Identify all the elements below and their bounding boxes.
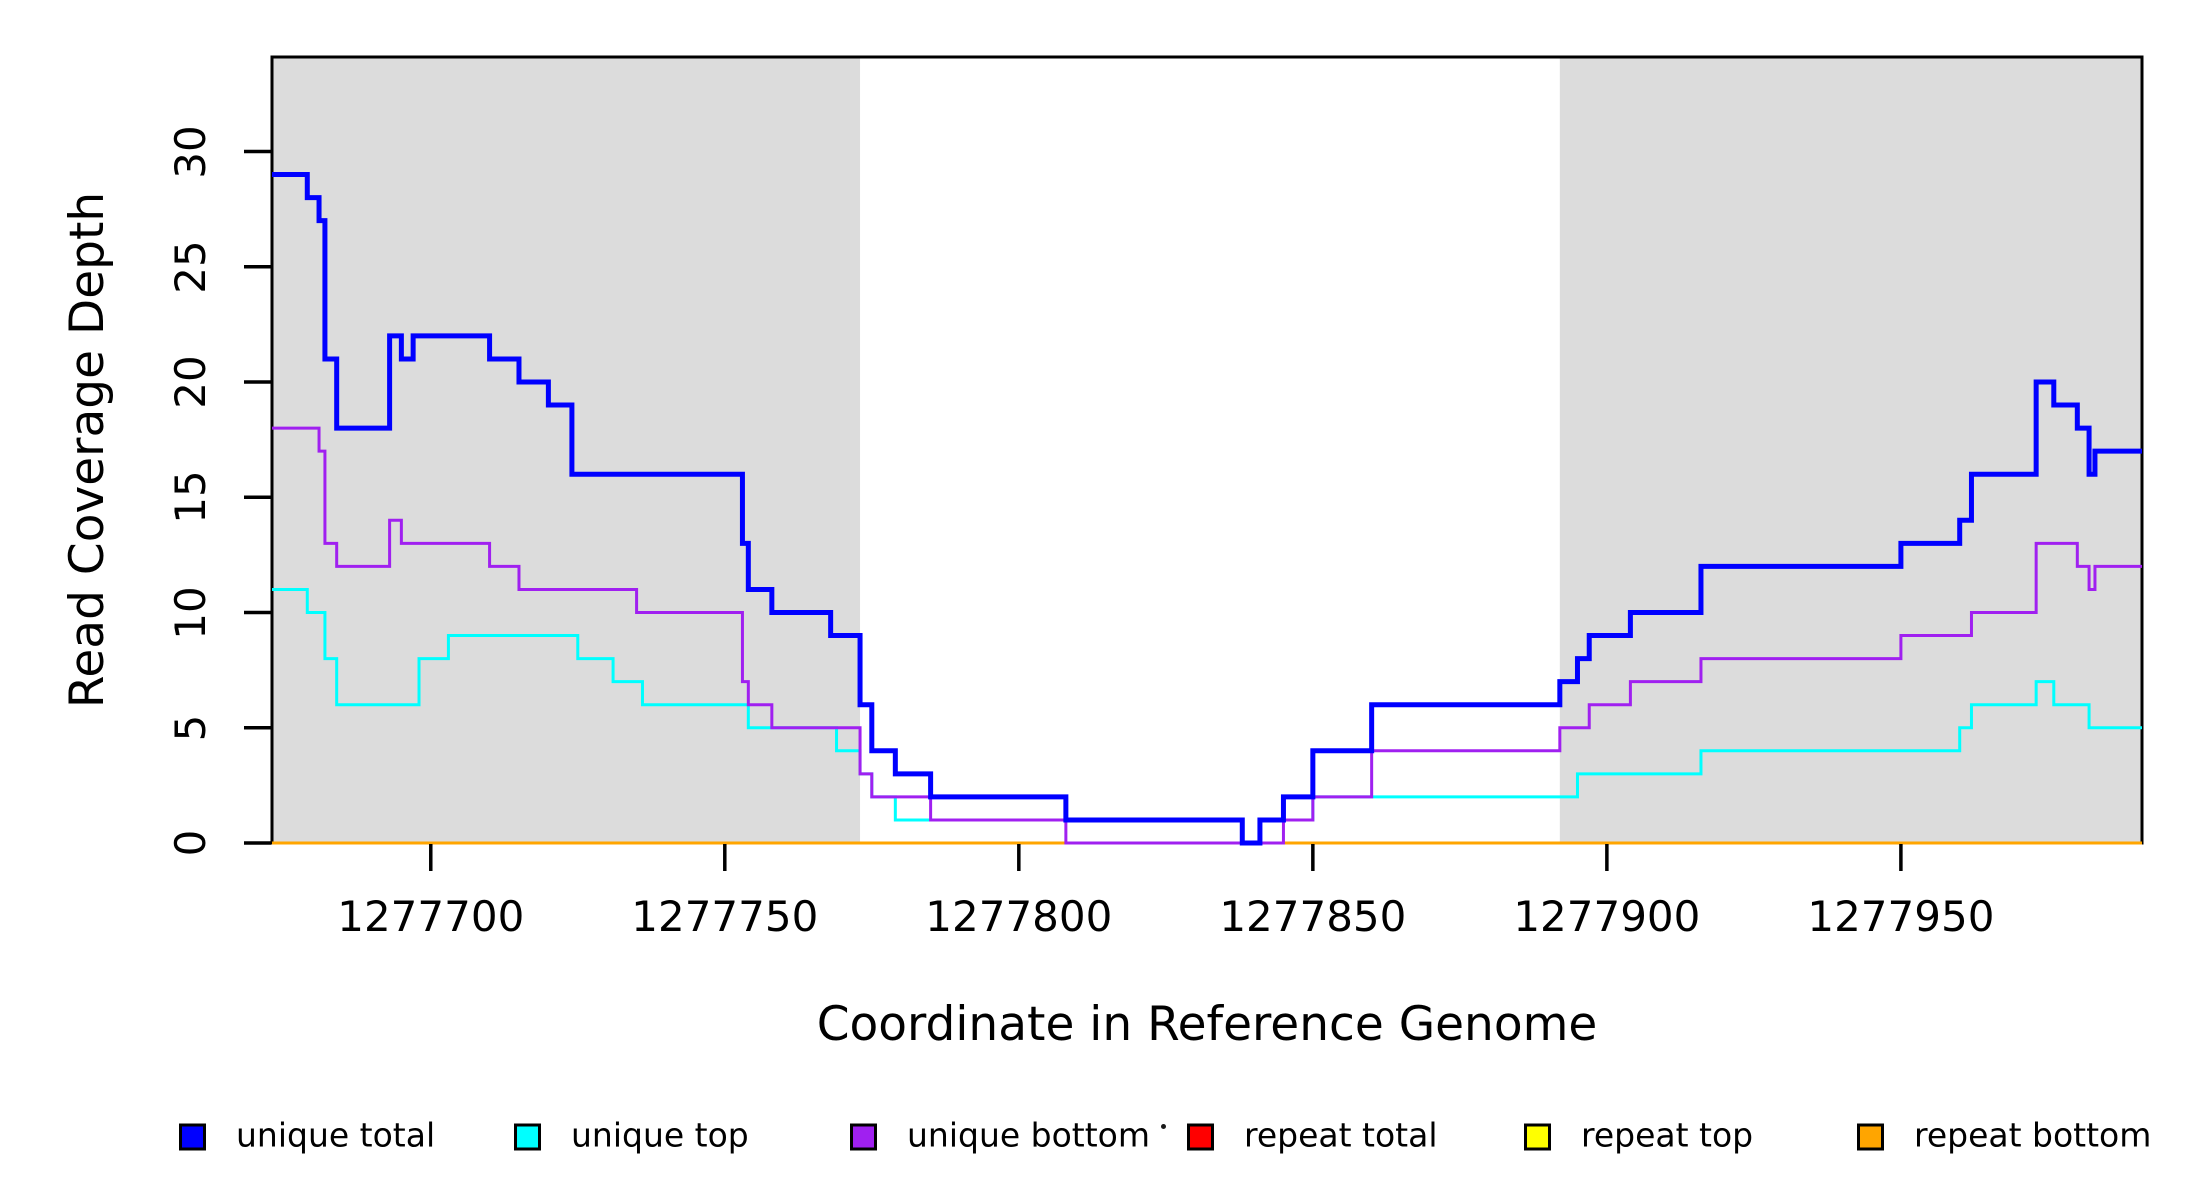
series-lines	[272, 172, 2142, 846]
series-line-unique-total	[272, 172, 2142, 846]
x-tick-label-1277950: 1277950	[1807, 892, 1995, 941]
y-tick-label-5: 5	[166, 714, 215, 742]
legend-swatch-repeat-top	[1524, 1123, 1551, 1151]
legend-swatch-repeat-total	[1187, 1123, 1214, 1151]
y-tick-label-20: 20	[166, 355, 215, 409]
legend-label-unique-total: unique total	[236, 1115, 436, 1155]
y-tick-label-15: 15	[166, 470, 215, 524]
legend-label-unique-top: unique top	[571, 1115, 749, 1155]
x-axis-title: Coordinate in Reference Genome	[816, 997, 1598, 1052]
x-tick-label-1277750: 1277750	[631, 892, 819, 941]
y-tick-label-0: 0	[166, 829, 215, 857]
legend-swatch-unique-total	[179, 1123, 206, 1151]
y-tick-label-10: 10	[166, 585, 215, 640]
x-tick-label-1277850: 1277850	[1219, 892, 1407, 941]
x-tick-label-1277900: 1277900	[1513, 892, 1701, 941]
shaded-region-1	[1559, 57, 2142, 843]
legend-label-unique-bottom: unique bottom	[907, 1115, 1151, 1155]
legend-swatch-unique-bottom	[850, 1123, 877, 1151]
shaded-regions	[272, 57, 2142, 843]
y-tick-label-25: 25	[166, 240, 215, 294]
y-tick-label-30: 30	[166, 124, 215, 179]
legend-label-repeat-bottom: repeat bottom	[1914, 1115, 2152, 1155]
y-axis-title: Read Coverage Depth	[60, 191, 115, 709]
x-tick-label-1277800: 1277800	[925, 892, 1113, 941]
x-tick-label-1277700: 1277700	[337, 892, 525, 941]
legend-label-repeat-top: repeat top	[1581, 1115, 1754, 1155]
shaded-region-0	[272, 57, 861, 843]
legend-swatch-repeat-bottom	[1857, 1123, 1884, 1151]
stray-dot	[1161, 1124, 1166, 1129]
legend-swatch-unique-top	[514, 1123, 541, 1151]
series-line-unique-bottom	[272, 426, 2142, 845]
axis-tick-marks	[244, 149, 1903, 871]
legend-label-repeat-total: repeat total	[1244, 1115, 1438, 1155]
